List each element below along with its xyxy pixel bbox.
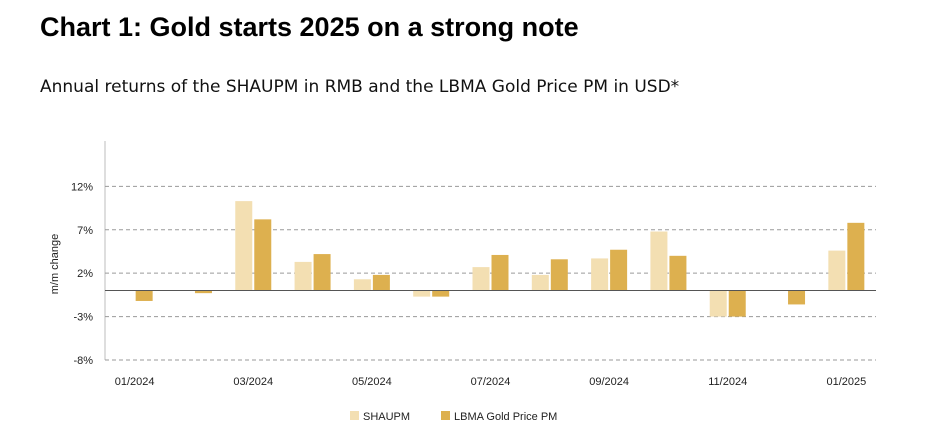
bar-lbma: [491, 254, 509, 291]
bar-shaupm: [353, 279, 371, 291]
bar-lbma: [610, 249, 628, 291]
bar-lbma: [313, 254, 331, 291]
x-tick-label: 09/2024: [589, 376, 629, 388]
bar-lbma: [788, 290, 806, 305]
legend-swatch-lbma: [441, 411, 450, 420]
bar-shaupm: [531, 274, 549, 291]
x-tick-label: 05/2024: [352, 376, 392, 388]
page-title: Chart 1: Gold starts 2025 on a strong no…: [40, 12, 579, 42]
y-tick-label: 12%: [71, 181, 93, 193]
bar-shaupm: [650, 231, 668, 291]
bar-shaupm: [709, 290, 727, 317]
x-tick-label: 01/2024: [115, 376, 155, 388]
bar-shaupm: [294, 261, 312, 291]
bar-shaupm: [472, 267, 490, 291]
x-tick-label: 07/2024: [471, 376, 511, 388]
x-tick-label: 03/2024: [233, 376, 273, 388]
x-tick-label: 11/2024: [708, 376, 747, 388]
bar-shaupm: [413, 290, 431, 297]
x-tick-label: 01/2025: [826, 376, 866, 388]
y-tick-label: 2%: [77, 268, 93, 280]
y-axis-title: m/m change: [49, 234, 61, 295]
bar-lbma: [135, 290, 153, 301]
bar-lbma: [669, 255, 687, 291]
bar-lbma: [728, 290, 746, 317]
legend-label-lbma: LBMA Gold Price PM: [454, 411, 557, 423]
bar-lbma: [550, 259, 568, 291]
bar-lbma: [372, 274, 390, 291]
bar-lbma: [194, 290, 212, 294]
bar-shaupm: [235, 201, 253, 291]
bar-shaupm: [828, 250, 846, 291]
legend-swatch-shaupm: [350, 411, 359, 420]
y-tick-label: -3%: [73, 312, 93, 324]
legend-label-shaupm: SHAUPM: [363, 411, 410, 423]
chart-subtitle: Annual returns of the SHAUPM in RMB and …: [40, 77, 680, 97]
bar-lbma: [432, 290, 450, 297]
bar-lbma: [254, 219, 272, 291]
bar-shaupm: [591, 258, 609, 291]
bar-lbma: [847, 222, 865, 291]
y-tick-label: -8%: [73, 355, 93, 367]
y-tick-label: 7%: [77, 225, 93, 237]
